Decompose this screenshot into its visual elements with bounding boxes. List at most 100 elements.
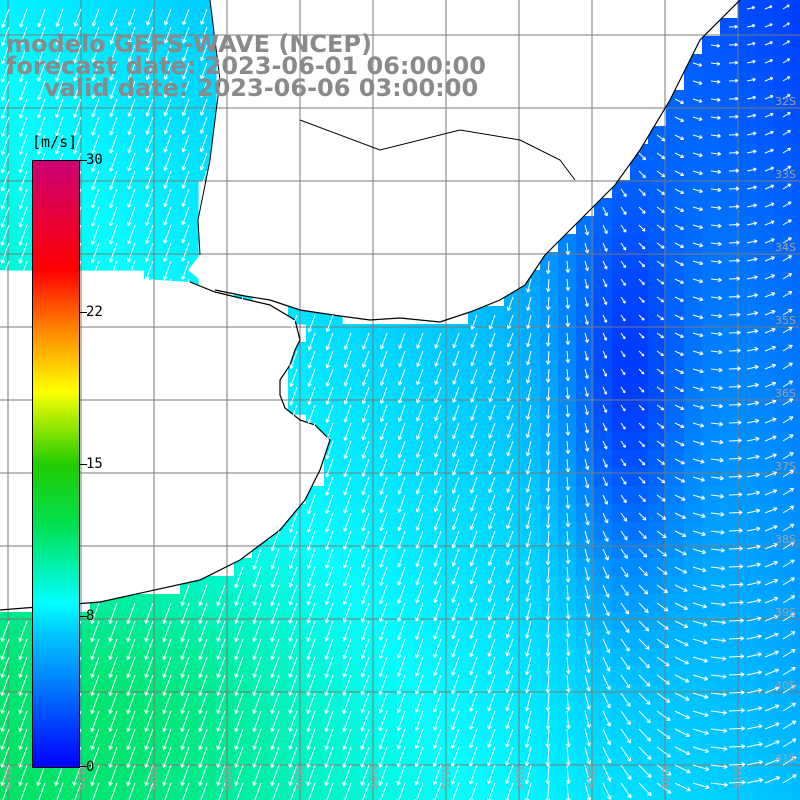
wind-arrow bbox=[710, 367, 723, 373]
wind-arrow bbox=[180, 584, 190, 607]
colorbar-tick bbox=[79, 312, 87, 313]
field-cell bbox=[0, 792, 19, 800]
wind-arrow bbox=[620, 350, 626, 358]
wind-arrow bbox=[126, 710, 136, 733]
wind-arrow bbox=[487, 566, 496, 585]
wind-arrow bbox=[674, 638, 689, 647]
wind-arrow bbox=[216, 728, 226, 751]
field-cell bbox=[792, 576, 800, 595]
wind-arrow bbox=[674, 188, 685, 194]
wind-arrow bbox=[108, 782, 118, 800]
wind-arrow bbox=[270, 764, 280, 787]
wind-arrow bbox=[378, 782, 388, 800]
wind-arrow bbox=[710, 97, 721, 102]
wind-arrow bbox=[710, 764, 728, 769]
wind-arrow bbox=[674, 692, 690, 701]
wind-arrow bbox=[764, 776, 781, 784]
wind-arrow bbox=[620, 656, 631, 671]
field-cell bbox=[792, 666, 800, 685]
wind-arrow bbox=[728, 222, 740, 227]
wind-arrow bbox=[656, 728, 671, 740]
wind-arrow bbox=[728, 294, 741, 299]
wind-arrow bbox=[764, 202, 775, 208]
wind-arrow bbox=[764, 166, 775, 172]
wind-arrow bbox=[710, 728, 728, 733]
wind-arrow bbox=[198, 692, 208, 715]
wind-arrow bbox=[692, 116, 703, 121]
lon-label: 58W bbox=[221, 765, 234, 790]
wind-arrow bbox=[144, 764, 154, 787]
colorbar-label-0: 0 bbox=[86, 759, 95, 775]
wind-arrow bbox=[415, 638, 424, 659]
wind-arrow bbox=[674, 314, 684, 320]
wind-arrow bbox=[361, 494, 370, 514]
wind-arrow bbox=[674, 368, 684, 374]
wind-arrow bbox=[638, 728, 652, 742]
wind-arrow bbox=[398, 350, 406, 368]
wind-arrow bbox=[0, 152, 10, 174]
wind-arrow bbox=[710, 277, 722, 283]
field-cell bbox=[792, 360, 800, 379]
wind-arrow bbox=[692, 602, 708, 609]
wind-arrow bbox=[526, 314, 532, 330]
wind-arrow bbox=[505, 602, 514, 621]
wind-arrow bbox=[325, 404, 334, 423]
field-cell bbox=[792, 162, 800, 181]
wind-arrow bbox=[252, 710, 262, 733]
wind-arrow bbox=[746, 652, 762, 658]
wind-arrow bbox=[452, 422, 460, 440]
field-cell bbox=[792, 702, 800, 721]
wind-arrow bbox=[182, 62, 190, 80]
wind-arrow bbox=[782, 523, 795, 532]
wind-arrow bbox=[584, 458, 590, 471]
wind-arrow bbox=[343, 512, 352, 532]
wind-arrow bbox=[270, 530, 280, 552]
wind-arrow bbox=[692, 530, 706, 537]
wind-arrow bbox=[565, 404, 571, 418]
wind-arrow bbox=[524, 746, 532, 766]
wind-arrow bbox=[525, 692, 532, 712]
wind-arrow bbox=[90, 656, 100, 679]
wind-arrow bbox=[252, 620, 262, 643]
wind-arrow bbox=[342, 746, 352, 769]
field-cell bbox=[288, 792, 307, 800]
wind-arrow bbox=[342, 674, 352, 696]
wind-arrow bbox=[674, 242, 685, 248]
wind-arrow bbox=[506, 350, 514, 366]
coastline-segment bbox=[0, 281, 331, 611]
wind-arrow bbox=[584, 530, 590, 544]
wind-arrow bbox=[602, 584, 610, 598]
field-cell bbox=[630, 792, 649, 800]
wind-arrow bbox=[764, 507, 778, 514]
wind-arrow bbox=[692, 728, 709, 735]
wind-arrow bbox=[782, 273, 793, 280]
wind-arrow bbox=[746, 724, 763, 730]
wind-arrow bbox=[0, 116, 10, 137]
wind-arrow bbox=[270, 548, 280, 570]
lat-label: 32S bbox=[775, 95, 796, 108]
field-cell bbox=[180, 792, 199, 800]
wind-arrow bbox=[433, 512, 442, 531]
wind-arrow bbox=[545, 278, 551, 293]
wind-arrow bbox=[306, 782, 316, 800]
wind-arrow bbox=[764, 238, 775, 244]
wind-arrow bbox=[525, 584, 532, 603]
wind-arrow bbox=[728, 168, 740, 173]
wind-arrow bbox=[638, 224, 646, 232]
wind-arrow bbox=[638, 440, 645, 448]
wind-arrow bbox=[638, 602, 649, 614]
wind-arrow bbox=[782, 183, 792, 190]
wind-arrow bbox=[415, 458, 424, 477]
wind-arrow bbox=[638, 206, 646, 214]
wind-arrow bbox=[764, 578, 779, 586]
wind-arrow bbox=[162, 746, 172, 769]
wind-arrow bbox=[451, 728, 460, 749]
field-cell bbox=[666, 792, 685, 800]
wind-arrow bbox=[656, 386, 665, 393]
wind-arrow bbox=[674, 566, 688, 574]
colorbar-tick bbox=[79, 160, 87, 161]
wind-arrow bbox=[306, 584, 316, 606]
wind-arrow bbox=[73, 98, 82, 118]
field-cell bbox=[792, 648, 800, 667]
wind-arrow bbox=[656, 224, 665, 231]
